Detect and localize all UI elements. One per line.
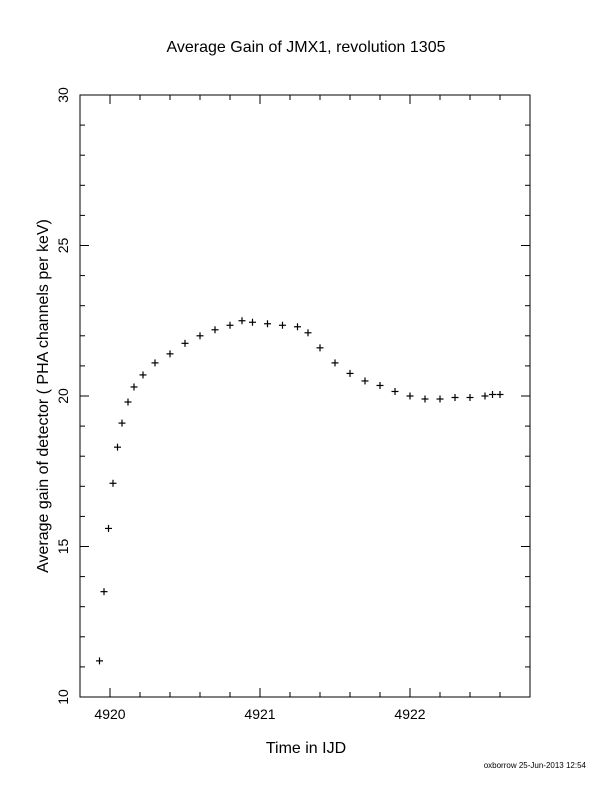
y-axis-label: Average gain of detector ( PHA channels … [35,219,52,573]
data-point [331,359,339,367]
data-point [96,657,103,665]
data-point [489,390,496,398]
data-point [466,394,474,402]
x-axis-label: Time in IJD [266,740,346,757]
data-point [249,318,256,326]
data-point [238,317,246,325]
data-point [109,479,117,487]
data-point [124,398,132,406]
data-point [130,383,138,391]
y-tick-label: 20 [55,388,71,404]
data-point [196,332,204,340]
data-point [211,326,219,334]
data-point [391,387,399,395]
y-tick-label: 10 [55,689,71,705]
data-point [151,359,159,367]
data-point [118,419,126,427]
credit-text: oxborrow 25-Jun-2013 12:54 [484,761,587,770]
data-point [181,339,189,347]
x-tick-label: 4922 [394,706,425,722]
data-point [421,395,429,403]
data-point [346,369,354,377]
data-point [294,323,301,331]
data-point [226,321,234,329]
data-point [166,350,174,358]
y-tick-label: 15 [55,539,71,555]
x-tick-label: 4921 [244,706,275,722]
data-point [376,381,384,389]
data-point [114,443,121,451]
y-tick-label: 30 [55,87,71,103]
axis-ticks: 10 15 20 25 30 4920 4921 4922 [55,87,531,722]
data-point [361,377,369,385]
data-point [451,394,459,402]
data-series [96,317,504,665]
data-point [264,320,271,328]
data-point [100,588,108,596]
y-tick-label: 25 [55,238,71,254]
data-point [481,392,489,400]
data-point [105,524,112,532]
data-point [304,329,312,337]
chart-title: Average Gain of JMX1, revolution 1305 [167,39,446,56]
data-point [496,390,504,398]
data-point [279,321,286,329]
plot-frame [79,94,531,698]
x-tick-label: 4920 [94,706,125,722]
data-point [139,371,147,379]
data-point [406,392,414,400]
data-point [436,395,444,403]
data-point [316,344,324,352]
